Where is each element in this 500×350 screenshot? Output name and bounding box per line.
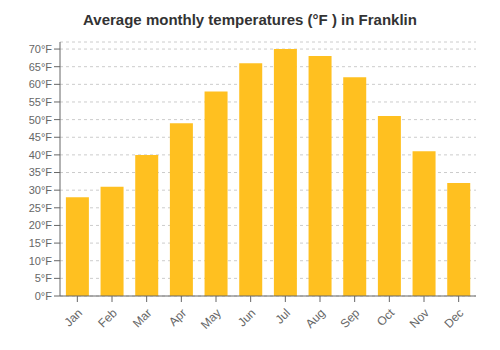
svg-text:Sep: Sep xyxy=(337,306,362,331)
svg-text:30°F: 30°F xyxy=(29,184,53,196)
svg-text:50°F: 50°F xyxy=(29,114,53,126)
svg-text:65°F: 65°F xyxy=(29,61,53,73)
svg-text:5°F: 5°F xyxy=(35,272,53,284)
svg-text:Jul: Jul xyxy=(272,306,293,327)
svg-text:15°F: 15°F xyxy=(29,237,53,249)
svg-text:40°F: 40°F xyxy=(29,149,53,161)
svg-text:70°F: 70°F xyxy=(29,43,53,55)
svg-text:Apr: Apr xyxy=(166,306,189,329)
svg-text:55°F: 55°F xyxy=(29,96,53,108)
svg-text:Jun: Jun xyxy=(235,306,259,330)
html-text:Average monthly temperatures (: Average monthly temperatures (°F ) in Fr… xyxy=(83,11,417,28)
svg-text:Oct: Oct xyxy=(374,305,398,329)
svg-text:35°F: 35°F xyxy=(29,166,53,178)
svg-text:Dec: Dec xyxy=(441,306,466,331)
svg-text:Nov: Nov xyxy=(407,306,432,331)
svg-text:Mar: Mar xyxy=(130,306,155,331)
svg-text:25°F: 25°F xyxy=(29,202,53,214)
svg-text:Jan: Jan xyxy=(62,306,86,330)
svg-text:20°F: 20°F xyxy=(29,219,53,231)
svg-text:Aug: Aug xyxy=(303,306,328,331)
svg-text:45°F: 45°F xyxy=(29,131,53,143)
svg-text:10°F: 10°F xyxy=(29,255,53,267)
svg-text:Feb: Feb xyxy=(95,306,120,331)
svg-text:0°F: 0°F xyxy=(35,290,53,302)
svg-text:May: May xyxy=(198,306,224,332)
svg-text:60°F: 60°F xyxy=(29,78,53,90)
